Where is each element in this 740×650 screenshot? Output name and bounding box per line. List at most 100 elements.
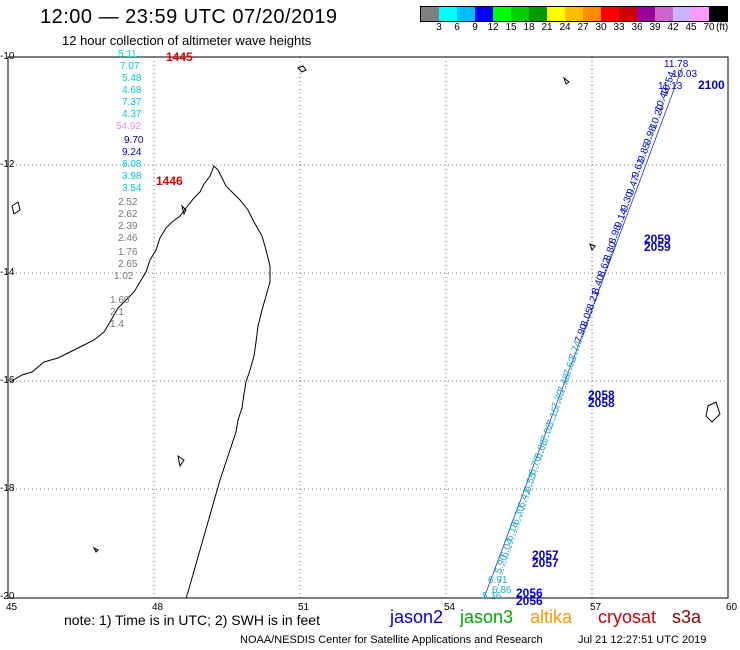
wave-height-value: 1.60 bbox=[110, 295, 130, 306]
color-scale-unit: (ft) bbox=[716, 22, 729, 33]
legend-entry-altika: altika bbox=[530, 607, 573, 627]
credit-line: NOAA/NESDIS Center for Satellite Applica… bbox=[240, 634, 543, 646]
wave-height-value: 1.4 bbox=[110, 319, 124, 330]
longitude-tick-label: 48 bbox=[152, 602, 164, 613]
color-scale-label: 42 bbox=[667, 22, 679, 33]
wave-height-value: 6.91 bbox=[488, 575, 508, 586]
wave-height-value: 1.76 bbox=[118, 247, 138, 258]
wave-height-value: 1.02 bbox=[114, 271, 134, 282]
legend-entry-jason3: jason3 bbox=[460, 607, 514, 627]
color-scale-bar bbox=[420, 6, 728, 22]
color-swatch bbox=[511, 7, 529, 21]
wave-height-value: 7.37 bbox=[122, 97, 142, 108]
longitude-tick-label: 57 bbox=[590, 602, 602, 613]
color-swatch bbox=[457, 7, 475, 21]
islet bbox=[562, 76, 570, 85]
latitude-tick-label: -14 bbox=[0, 267, 15, 278]
color-swatch bbox=[583, 7, 601, 21]
wave-height-value: 2.46 bbox=[118, 233, 138, 244]
track-time-label: 2057 bbox=[532, 548, 559, 562]
track-time-label: 2100 bbox=[698, 78, 725, 92]
generation-timestamp: Jul 21 12:27:51 UTC 2019 bbox=[578, 634, 707, 646]
longitude-tick-label: 54 bbox=[444, 602, 456, 613]
color-scale-label: 6 bbox=[454, 22, 460, 33]
wave-height-value: 4.37 bbox=[122, 109, 142, 120]
right-satellite-track bbox=[483, 67, 683, 599]
longitude-tick-label: 51 bbox=[298, 602, 310, 613]
wave-height-value: 9.70 bbox=[124, 135, 144, 146]
color-scale-label: 24 bbox=[559, 22, 571, 33]
footnote: note: 1) Time is in UTC; 2) SWH is in fe… bbox=[64, 612, 320, 628]
color-scale-label: 70 bbox=[703, 22, 715, 33]
color-swatch bbox=[655, 7, 673, 21]
color-swatch bbox=[547, 7, 565, 21]
color-scale-label: 9 bbox=[472, 22, 478, 33]
wave-height-value: 6.86 bbox=[492, 585, 512, 596]
wave-height-value: 2.52 bbox=[118, 197, 138, 208]
color-swatch bbox=[619, 7, 637, 21]
color-swatch bbox=[601, 7, 619, 21]
color-swatch bbox=[475, 7, 493, 21]
wave-height-value: 2.39 bbox=[118, 221, 138, 232]
islet bbox=[297, 65, 307, 73]
wave-height-value: 2.65 bbox=[118, 259, 138, 270]
color-scale-label: 30 bbox=[595, 22, 607, 33]
wave-height-value: 5.48 bbox=[122, 73, 142, 84]
map-grid bbox=[8, 57, 728, 598]
wave-height-value: 2.62 bbox=[118, 209, 138, 220]
latitude-tick-label: -12 bbox=[0, 159, 15, 170]
color-scale-label: 45 bbox=[685, 22, 697, 33]
map-frame bbox=[7, 56, 729, 599]
wave-height-value: 5.11 bbox=[118, 49, 137, 60]
islet bbox=[177, 454, 185, 468]
longitude-tick-label: 60 bbox=[726, 602, 738, 613]
color-swatch bbox=[439, 7, 457, 21]
track-time-label: 1446 bbox=[156, 174, 183, 188]
wave-height-value: 5.16 bbox=[482, 591, 502, 602]
map-subtitle: 12 hour collection of altimeter wave hei… bbox=[62, 33, 312, 48]
color-scale-label: 39 bbox=[649, 22, 661, 33]
legend-entry-cryosat: cryosat bbox=[598, 607, 657, 627]
wave-height-value: 54.92 bbox=[116, 121, 142, 132]
color-swatch bbox=[565, 7, 583, 21]
track-time-label: 2058 bbox=[588, 388, 615, 402]
color-swatch bbox=[421, 7, 439, 21]
legend-entry-jason2: jason2 bbox=[390, 607, 444, 627]
wave-height-value: 7.07 bbox=[120, 61, 140, 72]
madagascar-coastline bbox=[9, 165, 271, 599]
wave-height-value: 11.13 bbox=[658, 81, 683, 92]
islet bbox=[11, 201, 21, 215]
latitude-tick-label: -16 bbox=[0, 375, 15, 386]
color-scale-label: 15 bbox=[505, 22, 517, 33]
islet bbox=[589, 243, 596, 252]
islet bbox=[181, 204, 187, 216]
track-time-label: 2057 bbox=[532, 556, 559, 570]
islet bbox=[705, 401, 721, 423]
color-swatch bbox=[637, 7, 655, 21]
color-scale-label: 36 bbox=[631, 22, 643, 33]
latitude-tick-label: -10 bbox=[0, 51, 15, 62]
color-swatch bbox=[691, 7, 709, 21]
track-time-label: 2059 bbox=[644, 232, 671, 246]
color-swatch bbox=[493, 7, 511, 21]
color-scale-label: 21 bbox=[541, 22, 553, 33]
legend-entry-s3a: s3a bbox=[672, 607, 702, 627]
map-title: 12:00 — 23:59 UTC 07/20/2019 bbox=[40, 6, 338, 28]
wave-height-value: 3.54 bbox=[122, 183, 142, 194]
wave-height-value: 10.03 bbox=[672, 69, 698, 80]
wave-height-value: 4.68 bbox=[122, 85, 142, 96]
color-scale-label: 12 bbox=[487, 22, 499, 33]
islet bbox=[92, 546, 99, 553]
track-time-label: 2058 bbox=[588, 396, 615, 410]
wave-height-value: 9.24 bbox=[122, 147, 142, 158]
wave-height-value: 2.1 bbox=[110, 307, 124, 318]
latitude-tick-label: -20 bbox=[0, 591, 15, 602]
wave-height-value: 11.78 bbox=[664, 59, 689, 70]
color-scale-label: 33 bbox=[613, 22, 625, 33]
longitude-tick-label: 45 bbox=[6, 602, 18, 613]
latitude-tick-label: -18 bbox=[0, 483, 15, 494]
color-scale-label: 27 bbox=[577, 22, 589, 33]
color-scale-label: 18 bbox=[523, 22, 535, 33]
